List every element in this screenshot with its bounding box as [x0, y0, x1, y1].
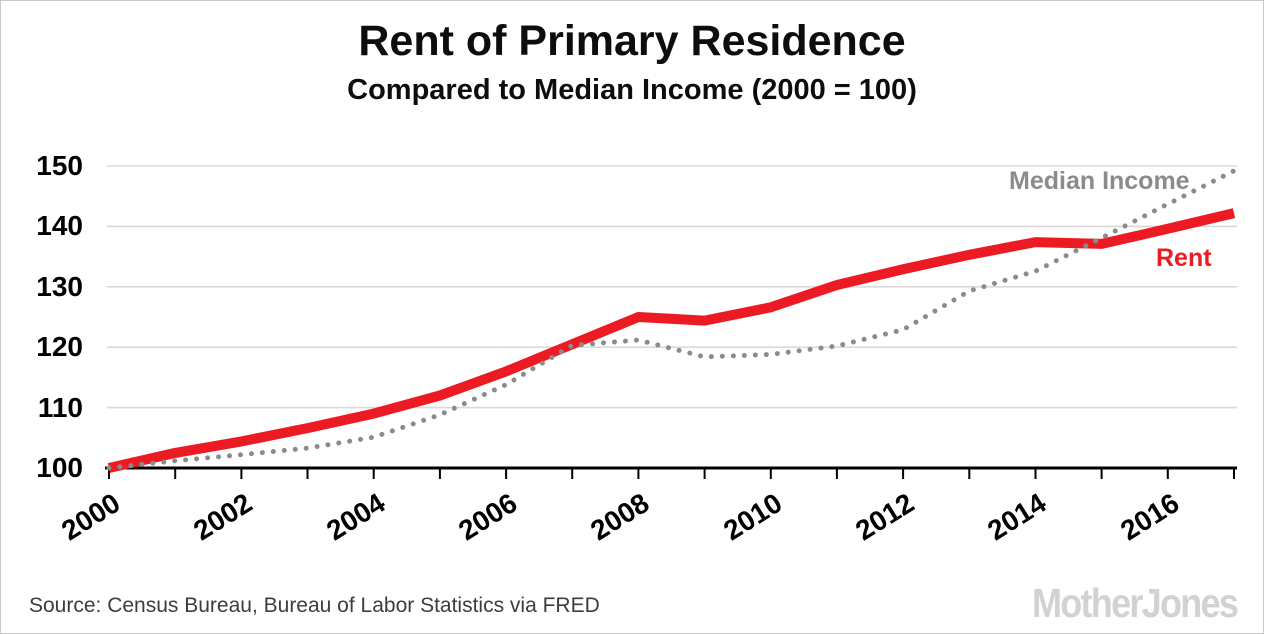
- chart-subtitle: Compared to Median Income (2000 = 100): [347, 74, 917, 106]
- series-label-median-income: Median Income: [1009, 167, 1190, 195]
- chart-title: Rent of Primary Residence: [358, 17, 906, 65]
- y-tick-label: 100: [36, 452, 83, 483]
- series-label-rent: Rent: [1156, 244, 1212, 272]
- source-note: Source: Census Bureau, Bureau of Labor S…: [29, 594, 600, 617]
- y-tick-label: 110: [37, 391, 83, 423]
- y-tick-label: 150: [36, 150, 83, 181]
- y-tick-label: 130: [36, 270, 83, 302]
- y-tick-label: 140: [36, 210, 83, 242]
- median-income-line: [106, 168, 1237, 471]
- motherjones-logo: MotherJones: [1031, 580, 1239, 626]
- rent-line: [107, 208, 1236, 473]
- y-tick-label: 120: [36, 331, 83, 363]
